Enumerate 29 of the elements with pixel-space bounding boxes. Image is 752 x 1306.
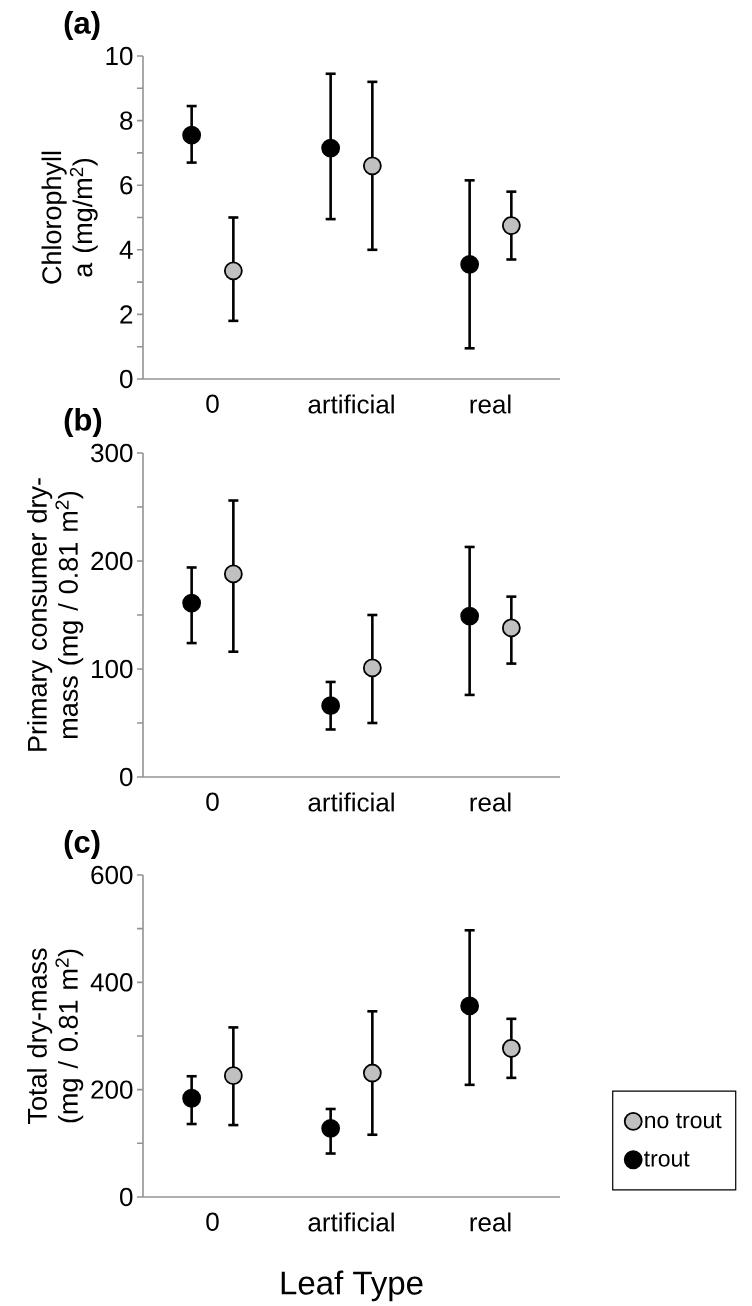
y-tick-label: 0 (120, 767, 133, 787)
x-tick-label: artificial (308, 394, 394, 414)
y-tick-label: 4 (119, 240, 133, 259)
y-tick-label: 600 (91, 865, 133, 885)
x-tick-label: real (470, 1212, 511, 1232)
y-tick-label: 8 (120, 111, 133, 130)
chart-title: (a) (64, 11, 100, 40)
x-tick-label: 0 (206, 792, 219, 811)
x-tick-label: real (470, 792, 511, 812)
x-tick-label: 0 (206, 394, 219, 413)
y-tick-label: 10 (106, 46, 133, 66)
x-tick-label: real (470, 394, 511, 414)
chart-title: (b) (64, 408, 102, 437)
x-tick-label: artificial (308, 792, 394, 812)
y-tick-label: 200 (91, 1080, 133, 1099)
x-tick-label: 0 (206, 1212, 219, 1231)
y-tick-label: 0 (120, 369, 133, 389)
y-tick-label: 200 (91, 551, 133, 571)
y-tick-label: 300 (91, 443, 133, 463)
x-axis-title: Leaf Type (281, 1270, 423, 1302)
y-tick-label: 400 (90, 973, 133, 992)
legend-label: no trout (645, 1113, 722, 1129)
y-tick-label: 0 (120, 1187, 133, 1207)
x-tick-label: artificial (308, 1212, 394, 1232)
legend-label: trout (644, 1151, 690, 1167)
y-tick-label: 100 (92, 659, 133, 679)
y-tick-label: 2 (120, 305, 133, 324)
y-tick-label: 6 (120, 175, 133, 195)
chart-title: (c) (64, 830, 100, 860)
